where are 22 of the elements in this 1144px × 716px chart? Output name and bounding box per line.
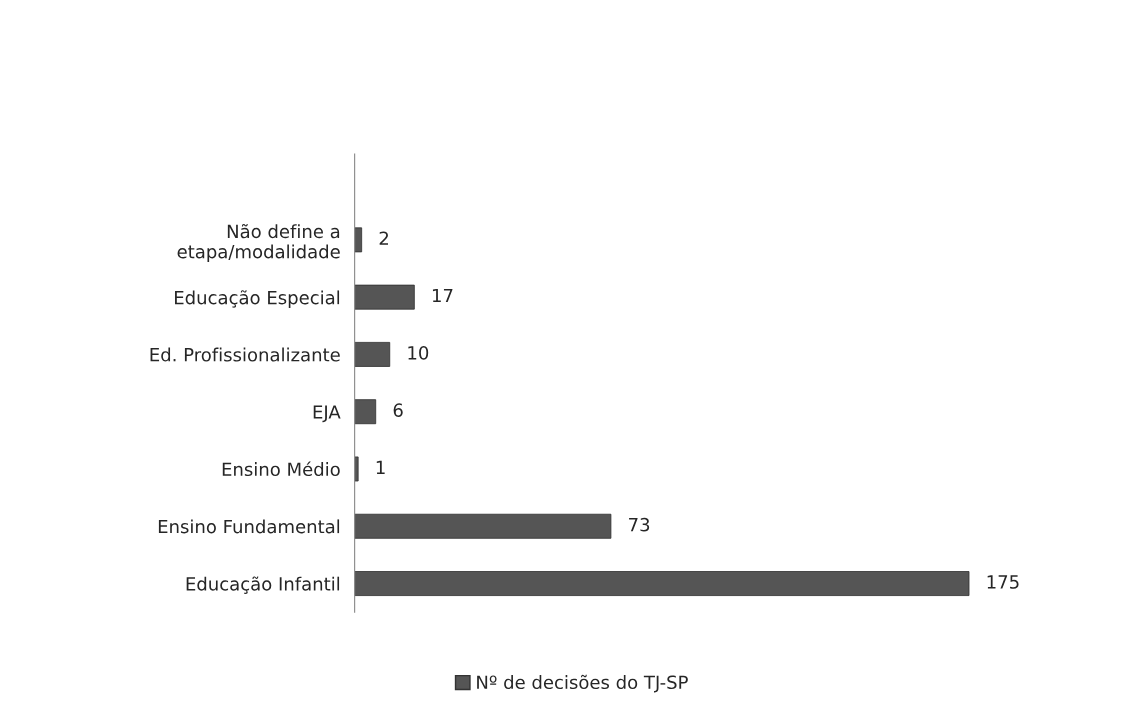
bar (354, 399, 377, 425)
bar (354, 513, 612, 539)
bar (354, 571, 970, 596)
y-tick-label: Educação Especial (175, 290, 340, 308)
bar (354, 456, 359, 482)
data-label: 175 (987, 575, 1019, 589)
data-label: 2 (379, 231, 389, 245)
y-tick-label: EJA (313, 405, 341, 423)
data-label: 17 (432, 288, 453, 303)
y-tick-label: Não define a etapa/modalidade (177, 223, 340, 262)
y-tick-label: Educação Infantil (186, 576, 340, 594)
bar (354, 341, 391, 367)
data-label: 73 (629, 517, 650, 532)
y-tick-label: Ensino Fundamental (158, 519, 340, 534)
y-tick-label: Ensino Médio (222, 461, 340, 477)
data-label: 6 (393, 403, 403, 417)
data-label: 10 (408, 346, 429, 360)
legend-label: Nº de decisões do TJ-SP (477, 674, 688, 693)
bar (354, 284, 415, 310)
y-tick-label: Ed. Profissionalizante (150, 347, 340, 362)
bar (354, 227, 363, 253)
data-label: 1 (376, 460, 385, 474)
